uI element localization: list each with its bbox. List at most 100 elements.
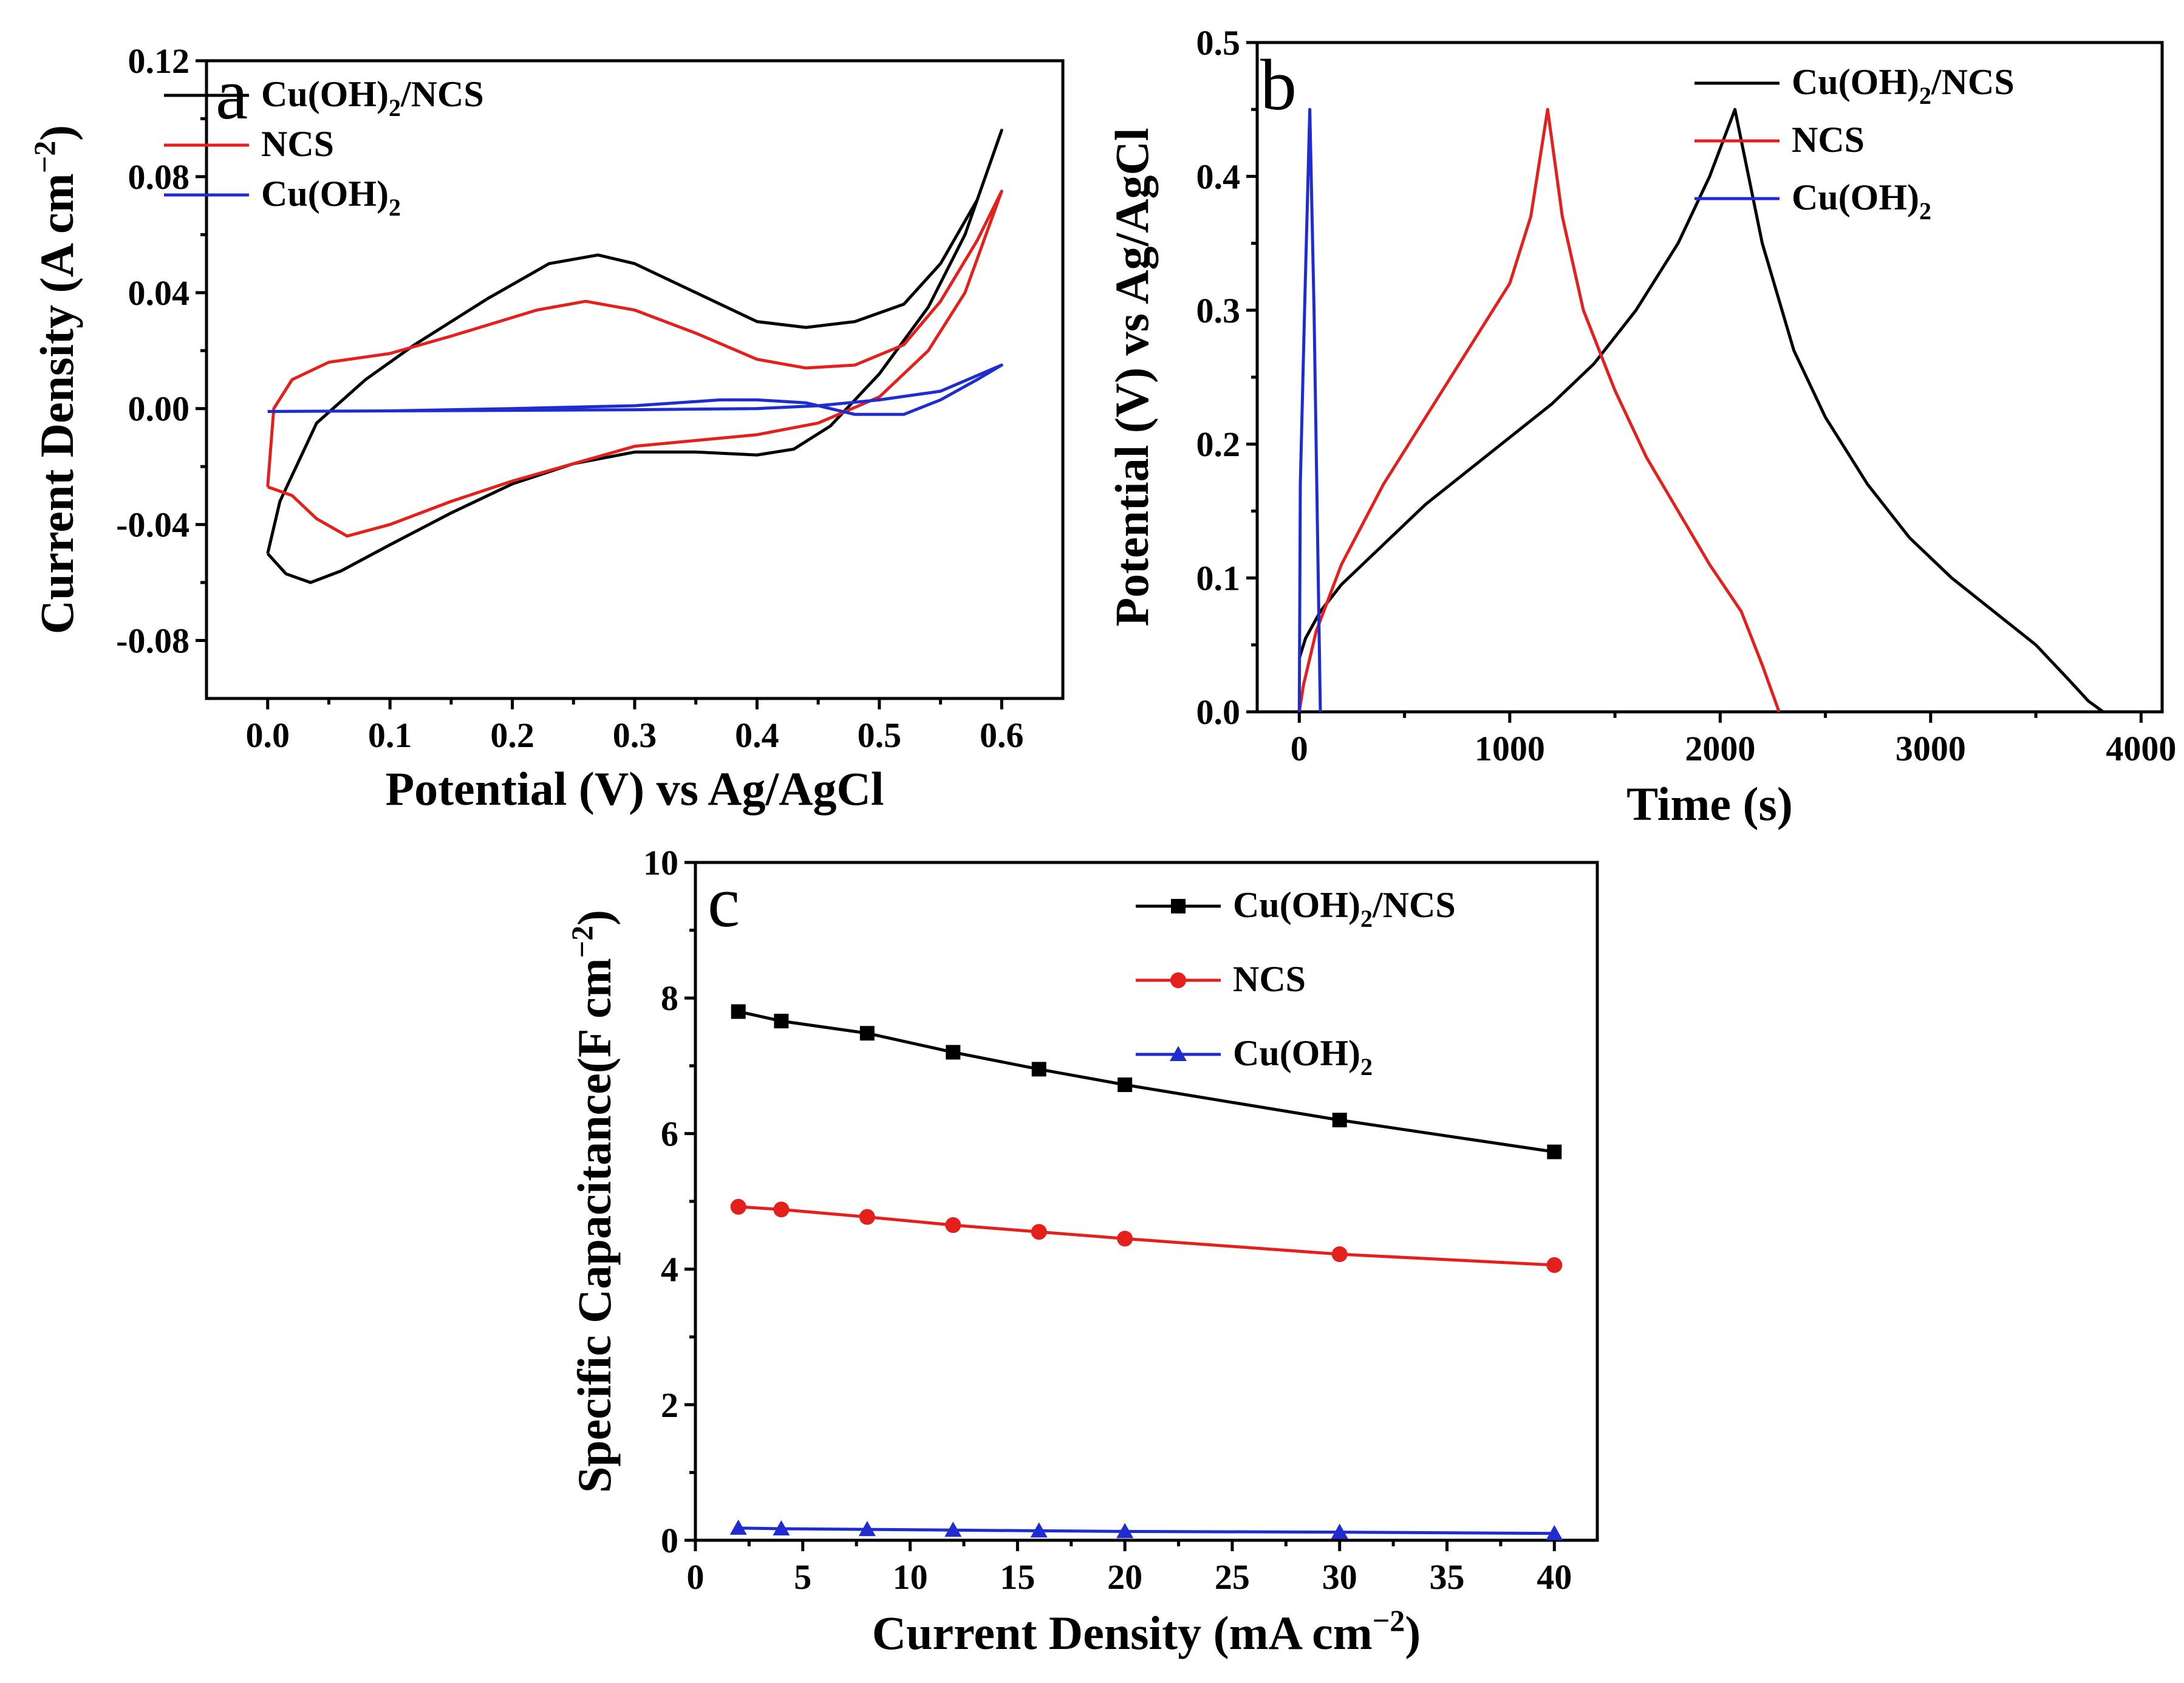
data-point <box>774 1014 789 1029</box>
x-tick-label: 0.4 <box>735 715 779 755</box>
series-0 <box>266 129 1003 584</box>
y-tick-label: 0.5 <box>1196 23 1241 63</box>
x-tick-label: 20 <box>1107 1557 1142 1597</box>
data-point <box>946 1045 961 1060</box>
series-line <box>266 189 1003 538</box>
y-tick-label: 0.1 <box>1196 559 1241 598</box>
data-point <box>1031 1062 1046 1077</box>
legend-label: NCS <box>1792 120 1865 160</box>
y-tick-label: -0.04 <box>116 505 189 545</box>
y-tick-label: 8 <box>661 978 678 1018</box>
legend-label: Cu(OH)2 <box>261 174 401 221</box>
plot-frame <box>205 59 1065 700</box>
data-point <box>859 1209 875 1225</box>
data-point <box>730 1198 746 1215</box>
x-axis-label: Current Density (mA cm−2) <box>872 1603 1421 1659</box>
series-line <box>738 1205 1555 1267</box>
legend-marker <box>1170 1046 1187 1061</box>
data-point <box>773 1520 790 1536</box>
y-tick-label: 0.0 <box>1196 692 1241 732</box>
y-tick-label: 4 <box>661 1250 678 1289</box>
x-tick-label: 35 <box>1430 1557 1465 1597</box>
y-tick-label: 10 <box>643 843 678 882</box>
legend-marker <box>1171 899 1186 913</box>
series-line <box>1297 108 2104 714</box>
data-point <box>731 1004 746 1019</box>
x-tick-label: 30 <box>1322 1557 1357 1597</box>
y-tick-label: 2 <box>661 1385 678 1425</box>
x-tick-label: 0.0 <box>245 715 290 755</box>
plot-frame <box>1255 41 2164 714</box>
data-point <box>944 1521 962 1537</box>
x-tick-label: 15 <box>1000 1557 1035 1597</box>
data-point <box>1117 1231 1133 1247</box>
y-tick-label: 0 <box>661 1521 678 1560</box>
y-axis-label: Current Density (A cm−2) <box>27 125 83 634</box>
series-line <box>1297 108 1322 712</box>
chart-panel-c: 0 5 10 15 20 25 30 35 40 0 2 4 6 8 10 Current Density (… <box>565 843 1599 1659</box>
series-line <box>267 363 1003 416</box>
x-tick-label: 0.3 <box>613 715 657 755</box>
y-axis-label: Potential (V) vs Ag/AgCl <box>1105 128 1158 626</box>
y-axis-label: Specific Capacitance(F cm−2) <box>565 910 621 1493</box>
data-point <box>773 1201 790 1218</box>
x-tick-label: 2000 <box>1685 729 1755 768</box>
legend-label: Cu(OH)2/NCS <box>1233 885 1456 932</box>
x-tick-label: 4000 <box>2106 729 2176 768</box>
series-line <box>1297 108 1781 712</box>
data-point <box>945 1217 961 1234</box>
series-line <box>738 1010 1555 1153</box>
data-point <box>729 1519 747 1535</box>
data-point <box>1331 1246 1348 1263</box>
series-2 <box>267 363 1003 416</box>
plot-frame <box>694 861 1599 1542</box>
legend-label: Cu(OH)2/NCS <box>261 74 484 121</box>
series-2 <box>1297 108 1322 712</box>
data-point <box>1546 1524 1563 1540</box>
series-1 <box>1297 108 1781 712</box>
data-point <box>1547 1144 1562 1159</box>
legend-marker <box>1170 972 1186 988</box>
x-tick-label: 40 <box>1537 1557 1572 1597</box>
data-point <box>1118 1077 1133 1093</box>
legend-label: NCS <box>261 124 334 164</box>
x-tick-label: 0 <box>687 1557 705 1597</box>
x-tick-label: 0.6 <box>980 715 1024 755</box>
series-0 <box>1297 108 2104 714</box>
data-point <box>1030 1522 1048 1538</box>
y-tick-label: 0.12 <box>128 41 190 81</box>
y-tick-label: 0.2 <box>1196 425 1241 464</box>
data-point <box>859 1026 875 1041</box>
y-tick-label: 6 <box>661 1114 678 1153</box>
x-axis-label: Potential (V) vs Ag/AgCl <box>385 762 884 815</box>
data-point <box>1331 1523 1348 1539</box>
data-point <box>1332 1113 1347 1128</box>
chart-panel-b: 0 1000 2000 3000 4000 0.0 0.1 0.2 0.3 0.4 0.5 Time … <box>1105 23 2176 830</box>
series-line <box>738 1526 1555 1535</box>
x-tick-label: 5 <box>794 1557 811 1597</box>
x-axis-label: Time (s) <box>1626 777 1793 830</box>
x-tick-label: 10 <box>893 1557 928 1597</box>
legend-label: NCS <box>1233 959 1306 999</box>
panel-letter: b <box>1260 44 1297 125</box>
x-tick-label: 0.2 <box>490 715 534 755</box>
x-tick-label: 0.5 <box>858 715 902 755</box>
x-tick-label: 1000 <box>1475 729 1545 768</box>
x-tick-label: 3000 <box>1896 729 1966 768</box>
x-tick-label: 0.1 <box>368 715 412 755</box>
y-tick-label: -0.08 <box>116 621 189 661</box>
y-tick-label: 0.4 <box>1196 157 1241 196</box>
data-point <box>1031 1224 1047 1240</box>
panel-letter: c <box>708 861 740 942</box>
legend-label: Cu(OH)2 <box>1792 177 1931 225</box>
data-point <box>1116 1523 1134 1538</box>
legend-label: Cu(OH)2 <box>1233 1033 1373 1080</box>
x-tick-label: 25 <box>1215 1557 1250 1597</box>
series-2 <box>729 1519 1563 1540</box>
data-point <box>1546 1257 1563 1273</box>
y-tick-label: 0.08 <box>128 157 190 197</box>
series-0 <box>731 1004 1562 1159</box>
series-line <box>266 129 1003 584</box>
y-tick-label: 0.3 <box>1196 291 1241 330</box>
